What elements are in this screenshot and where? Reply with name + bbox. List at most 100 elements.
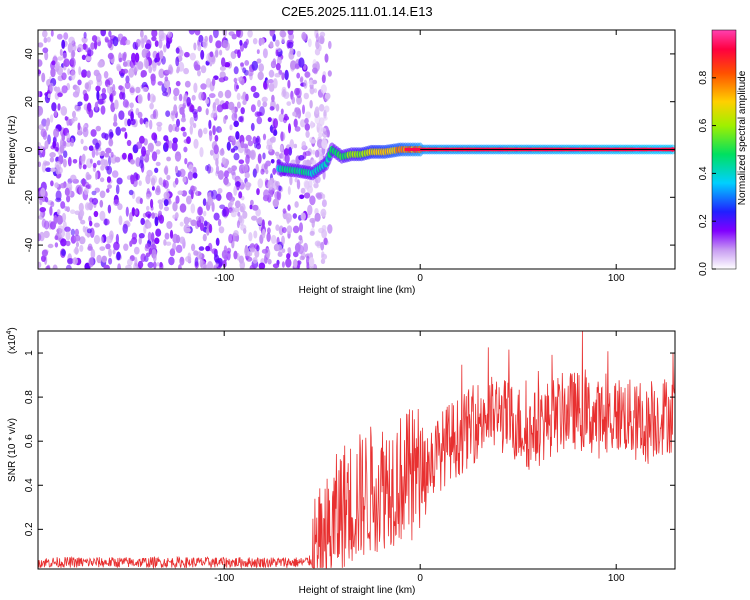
heatmap-cell [86, 183, 92, 190]
heatmap-cell [137, 260, 144, 269]
heatmap-cell [289, 175, 293, 186]
heatmap-cell [151, 151, 158, 162]
heatmap-cell [287, 186, 291, 195]
heatmap-cell [205, 245, 211, 252]
heatmap-cell [49, 206, 53, 216]
heatmap-cell [53, 214, 58, 225]
heatmap-cell [214, 134, 219, 142]
heatmap-cell [79, 236, 86, 245]
heatmap-cell [296, 95, 302, 105]
heatmap-cell [80, 138, 84, 145]
x-tick-label: 100 [608, 573, 625, 584]
x-tick-label: -100 [214, 573, 234, 584]
heatmap-cell [168, 256, 175, 266]
snr-y-axis-label: SNR (10 * v/v) [7, 418, 18, 482]
heatmap-cell [134, 209, 138, 216]
heatmap-cell [293, 118, 298, 128]
heatmap-cell [254, 142, 258, 149]
heatmap-cell [282, 208, 287, 214]
heatmap-cell [145, 59, 149, 70]
heatmap-cell [163, 239, 167, 246]
heatmap-cell [192, 172, 198, 179]
heatmap-cell [281, 72, 285, 81]
heatmap-cell [249, 264, 256, 269]
heatmap-cell [299, 222, 303, 233]
heatmap-cell [99, 210, 106, 221]
heatmap-cell [49, 114, 54, 123]
heatmap-cell [292, 225, 300, 234]
heatmap-cell [238, 159, 245, 164]
heatmap-cell [145, 193, 151, 200]
heatmap-cell [245, 181, 249, 187]
heatmap-cell [294, 242, 301, 253]
heatmap-cell [137, 111, 143, 119]
heatmap-cell [86, 174, 92, 180]
heatmap-cell [100, 164, 105, 171]
heatmap-cell [315, 39, 320, 50]
heatmap-cell [252, 168, 257, 178]
heatmap-cell [215, 40, 222, 49]
heatmap-cell [49, 152, 56, 158]
heatmap-cell [81, 36, 88, 44]
heatmap-cell [147, 92, 151, 101]
heatmap-cell [273, 118, 278, 129]
heatmap-cell [125, 75, 130, 84]
heatmap-cell [114, 156, 121, 163]
heatmap-cell [318, 132, 323, 138]
heatmap-cell [203, 127, 208, 135]
heatmap-cell [257, 153, 262, 164]
heatmap-cell [219, 66, 226, 71]
heatmap-cell [168, 123, 173, 133]
heatmap-cell [107, 39, 113, 49]
heatmap-cell [254, 111, 261, 118]
heatmap-cell [163, 167, 168, 175]
heatmap-cell [38, 90, 41, 98]
heatmap-cell [320, 241, 325, 251]
heatmap-cell [91, 197, 99, 205]
heatmap-cell [44, 196, 49, 203]
heatmap-cell [152, 254, 157, 262]
heatmap-cell [223, 170, 229, 179]
heatmap-cell [44, 51, 49, 61]
heatmap-cell [95, 149, 99, 156]
heatmap-cell [94, 101, 99, 112]
heatmap-cell [287, 30, 294, 36]
heatmap-cell [74, 246, 79, 255]
heatmap-cell [222, 39, 229, 48]
heatmap-cell [156, 185, 161, 193]
heatmap-cell [186, 136, 191, 145]
heatmap-cell [54, 242, 59, 248]
heatmap-cell [139, 155, 144, 164]
heatmap-cell [82, 127, 89, 138]
heatmap-cell [239, 203, 246, 213]
heatmap-cell [39, 211, 43, 218]
heatmap-cell [67, 42, 73, 53]
heatmap-cell [309, 86, 315, 95]
heatmap-cell [262, 152, 266, 160]
heatmap-cell [304, 192, 311, 199]
spectrogram-panel: -100 0 100 -40 -20 0 20 40 Height of straight … [7, 29, 676, 296]
heatmap-cell [59, 144, 65, 154]
heatmap-cell [100, 158, 106, 166]
heatmap-cell [50, 30, 54, 37]
heatmap-cell [108, 257, 113, 265]
heatmap-cell [61, 72, 67, 81]
heatmap-cell [122, 223, 128, 234]
heatmap-cell [182, 176, 187, 183]
heatmap-cell [66, 132, 71, 141]
heatmap-cell [198, 246, 205, 251]
heatmap-cell [275, 224, 280, 231]
heatmap-cell [75, 241, 80, 248]
heatmap-cell [281, 248, 286, 254]
heatmap-cell [244, 144, 249, 154]
heatmap-cell [236, 30, 241, 38]
colorbar-tick-label: 0.8 [698, 70, 709, 84]
heatmap-cell [43, 37, 48, 44]
heatmap-cell [221, 249, 228, 259]
heatmap-cell [285, 213, 292, 223]
heatmap-cell [180, 117, 186, 123]
heatmap-cell [51, 60, 56, 66]
heatmap-cell [178, 264, 182, 269]
heatmap-cell [91, 148, 96, 158]
heatmap-cell [50, 201, 55, 208]
